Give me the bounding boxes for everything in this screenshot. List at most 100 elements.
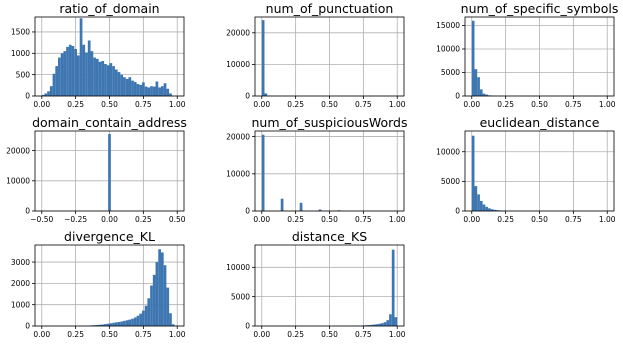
x-tick-label: 0.25 [67, 330, 84, 339]
x-tick-label: 1.00 [389, 330, 406, 339]
x-tick-label: 0.50 [169, 215, 186, 224]
histogram-bar [485, 206, 489, 211]
x-tick-label: 1.00 [599, 215, 616, 224]
histogram-bar [128, 77, 132, 96]
x-tick-label: 0.50 [321, 330, 338, 339]
histogram-bar [142, 82, 145, 96]
y-tick-label: 10000 [226, 169, 250, 178]
histogram-bar [391, 249, 395, 326]
histogram-bar [261, 134, 265, 211]
x-tick-label: 1.00 [389, 100, 406, 109]
histogram-bar [95, 58, 99, 96]
histogram-bar [383, 322, 387, 326]
x-tick-label: 0.75 [565, 215, 582, 224]
histogram-bar [150, 285, 153, 326]
histogram-bar [82, 44, 86, 96]
histogram-bar [144, 305, 148, 326]
histogram-panel: 0.00 0.25 0.50 0.75 1.00 0 10000 20000 num_of_pu… [226, 1, 406, 109]
histogram-bar [372, 324, 376, 326]
y-tick-label: 20000 [226, 132, 250, 141]
histogram-bar [104, 63, 107, 96]
histogram-bar [104, 324, 107, 326]
y-tick-label: 0 [245, 207, 250, 216]
panel-title: euclidean_distance [480, 115, 600, 130]
histogram-bar [166, 88, 170, 96]
y-tick-label: 0 [245, 92, 250, 101]
histogram-bar [117, 72, 121, 96]
y-tick-label: 0 [455, 92, 460, 101]
histogram-bar [85, 52, 88, 96]
x-tick-label: 0.50 [531, 100, 548, 109]
histogram-bar [158, 87, 161, 96]
x-tick-label: 0.25 [135, 215, 152, 224]
bar-group [108, 134, 111, 211]
x-tick-label: 0.75 [135, 100, 152, 109]
x-tick-label: 0.75 [355, 330, 372, 339]
histogram-bar [41, 94, 45, 96]
y-tick-label: 5000 [231, 292, 250, 301]
histogram-bar [136, 315, 140, 326]
histogram-bar [98, 324, 102, 326]
y-tick-label: 10000 [226, 60, 250, 69]
histogram-bar [152, 274, 156, 326]
y-tick-label: 2000 [11, 279, 30, 288]
histogram-bar [68, 44, 72, 96]
x-tick-label: 0.50 [101, 330, 118, 339]
panel-title: distance_KS [292, 229, 367, 244]
histogram-bar [264, 93, 268, 96]
histogram-panel: 0.00 0.25 0.50 0.75 1.00 0 5000 10000 euclidean_… [436, 115, 616, 224]
y-tick-label: 0 [25, 92, 30, 101]
histogram-bar [112, 322, 115, 326]
histogram-bar [112, 66, 115, 96]
x-tick-label: 0.25 [497, 100, 514, 109]
histogram-bar [93, 325, 96, 326]
histogram-panel: 0.00 0.25 0.50 0.75 1.00 0 10000 20000num_of_su… [226, 115, 407, 224]
histogram-bar [49, 86, 53, 96]
histogram-bar [482, 204, 486, 211]
histogram-bar [108, 134, 111, 211]
histogram-bar [169, 93, 172, 96]
y-tick-label: 0 [25, 207, 30, 216]
y-tick-label: 10000 [6, 177, 30, 186]
histogram-bar [380, 323, 384, 326]
x-tick-label: 0.00 [463, 100, 480, 109]
histogram-bar [128, 319, 132, 326]
x-tick-label: 0.50 [321, 100, 338, 109]
x-tick-label: 0.75 [135, 330, 152, 339]
histogram-bar [60, 53, 64, 96]
histogram-bar [125, 78, 129, 96]
x-tick-label: 0.75 [565, 100, 582, 109]
histogram-bar [131, 318, 134, 326]
x-tick-label: 1.00 [169, 330, 186, 339]
histogram-bar [101, 324, 105, 326]
histogram-bar [47, 91, 50, 96]
histogram-bar [136, 84, 140, 96]
histogram-panel: 0.00 0.25 0.50 0.75 1.00 0 1000 2000 3000 diverge… [11, 229, 186, 339]
x-tick-label: 1.00 [599, 100, 616, 109]
histogram-bar [66, 46, 69, 96]
x-tick-label: −0.50 [30, 215, 53, 224]
histogram-bar [169, 313, 172, 326]
histogram-bar [471, 135, 475, 211]
y-tick-label: 0 [455, 207, 460, 216]
histogram-bar [144, 86, 148, 96]
histogram-bar [152, 86, 156, 96]
histogram-bar [389, 314, 392, 326]
y-tick-label: 5000 [441, 177, 460, 186]
histogram-bar [318, 209, 322, 211]
histogram-bar [471, 20, 475, 97]
histogram-bar [299, 202, 303, 211]
histogram-bar [109, 323, 113, 326]
x-tick-label: 0.00 [253, 330, 270, 339]
histogram-bar [139, 313, 143, 326]
y-tick-label: 1500 [11, 28, 30, 37]
y-tick-label: 15000 [436, 21, 460, 30]
histogram-panel: 0.00 0.25 0.50 0.75 1.00 0 5000 10000 distance_K… [226, 229, 406, 339]
panel-title: domain_contain_address [32, 115, 187, 130]
histogram-bar [378, 323, 381, 326]
panel-title: num_of_suspiciousWords [252, 115, 408, 130]
histogram-bar [58, 57, 61, 96]
histogram-bar [63, 51, 67, 96]
